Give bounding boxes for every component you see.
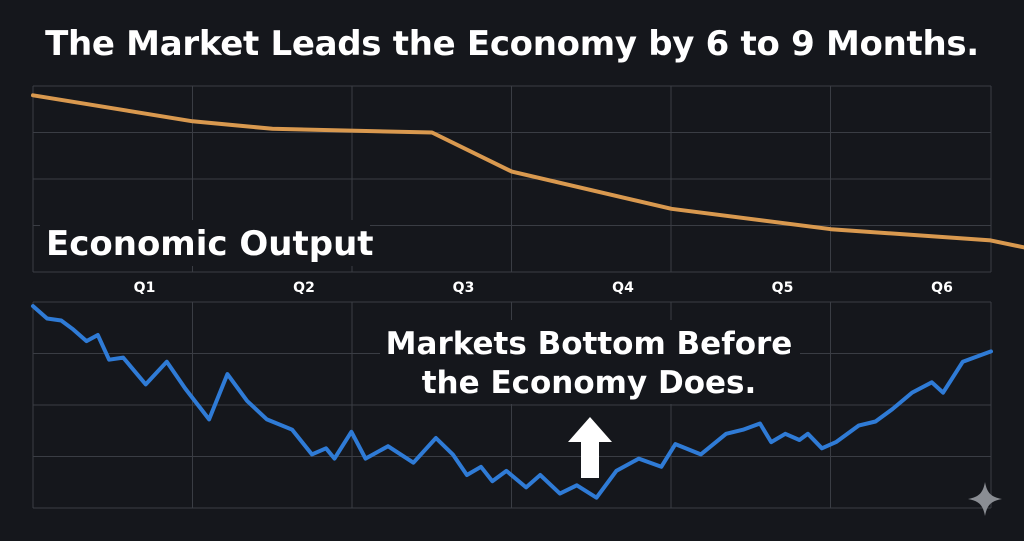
x-tick-label: Q5 <box>772 280 794 296</box>
x-tick-label: Q3 <box>453 280 475 296</box>
sparkle-icon <box>968 482 1002 516</box>
x-tick-label: Q1 <box>134 280 156 296</box>
x-tick-label: Q6 <box>931 280 953 296</box>
economic-output-line <box>31 93 1024 250</box>
x-tick-label: Q4 <box>612 280 634 296</box>
markets-annotation-line-2: the Economy Does. <box>422 365 757 401</box>
economic-output-label-bg <box>40 220 370 266</box>
x-axis-ticks: Q1 Q2 Q3 Q4 Q5 Q6 <box>134 280 953 296</box>
markets-annotation-bg <box>380 320 800 404</box>
markets-annotation-line-1: Markets Bottom Before <box>386 326 793 362</box>
economic-output-label: Economic Output <box>46 224 374 264</box>
page-title: The Market Leads the Economy by 6 to 9 M… <box>45 24 979 64</box>
market-line <box>31 304 993 500</box>
up-arrow-icon <box>568 417 612 478</box>
x-tick-label: Q2 <box>293 280 315 296</box>
